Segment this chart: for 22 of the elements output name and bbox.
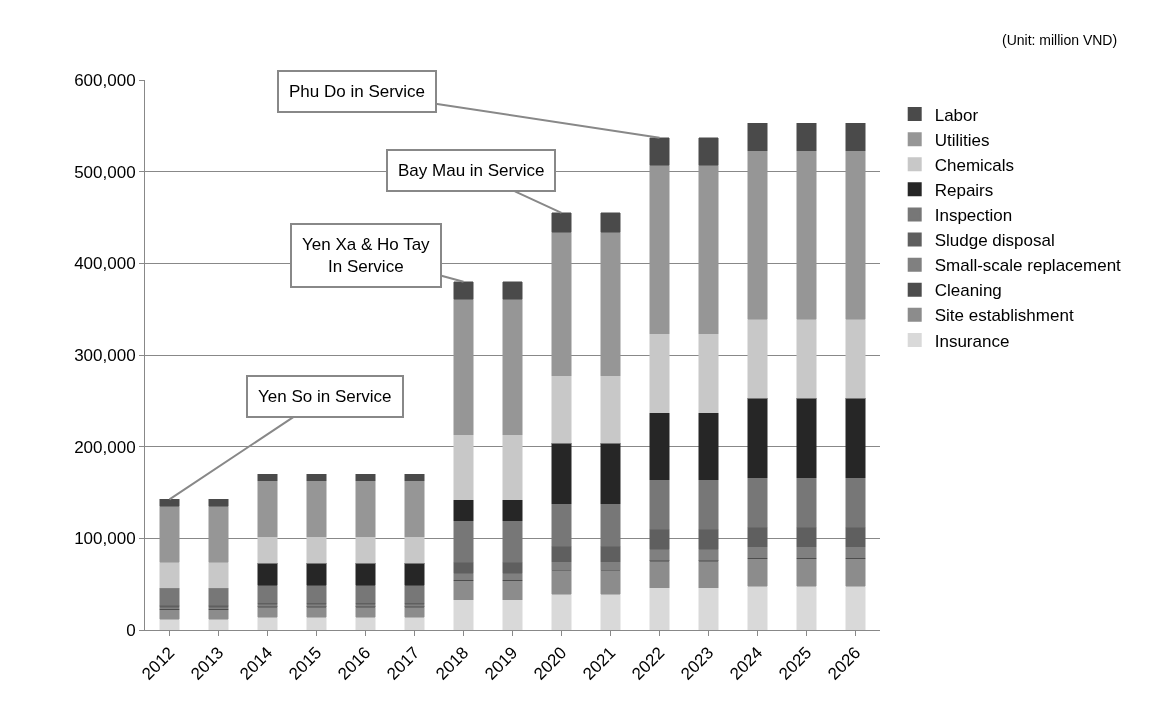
y-tick-label: 500,000: [74, 162, 136, 182]
y-tick-label: 400,000: [74, 254, 136, 274]
legend-label: Chemicals: [934, 155, 1015, 175]
y-tick-label: 600,000: [74, 70, 136, 90]
annotation: Phu Do in Service: [289, 82, 426, 101]
legend-label: Inspection: [934, 206, 1013, 226]
annotation: Yen Xa & Ho Tay In Service: [302, 235, 431, 277]
y-tick-label: 300,000: [74, 345, 136, 365]
annotation: Yen So in Service: [258, 387, 392, 406]
annotation: Bay Mau in Service: [398, 161, 545, 180]
legend-label: Utilities: [934, 130, 990, 150]
legend-label: Small-scale replacement: [934, 256, 1122, 276]
legend-label: Cleaning: [934, 281, 1002, 301]
y-tick-label: 0: [126, 620, 136, 640]
y-tick-label: 100,000: [74, 529, 136, 549]
text: (Unit: million VND): [1002, 32, 1118, 48]
legend-label: Sludge disposal: [934, 231, 1055, 251]
legend-label: Insurance: [934, 331, 1010, 351]
legend-label: Labor: [934, 105, 979, 125]
y-tick-label: 200,000: [74, 437, 136, 457]
legend-label: Site establishment: [934, 306, 1074, 326]
legend-label: Repairs: [934, 180, 994, 200]
